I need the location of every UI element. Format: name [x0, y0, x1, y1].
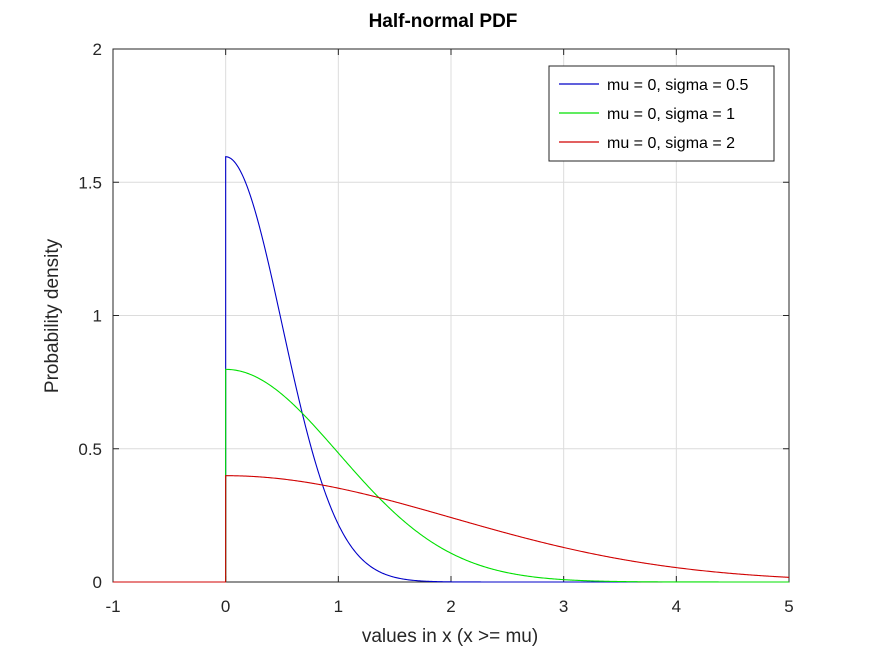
series-lines — [113, 156, 790, 583]
series-line-1 — [113, 156, 637, 583]
y-tick-label: 0.5 — [78, 440, 102, 459]
x-tick-label: -1 — [105, 597, 120, 616]
legend-entry-2: mu = 0, sigma = 1 — [607, 106, 735, 123]
series-line-2 — [113, 368, 789, 583]
y-tick-label: 0 — [93, 573, 102, 592]
y-tick-label: 1 — [93, 307, 102, 326]
x-tick-label: 2 — [446, 597, 455, 616]
y-tick-label: 2 — [93, 40, 102, 59]
chart-title: Half-normal PDF — [369, 11, 518, 32]
x-tick-label: 0 — [221, 597, 230, 616]
ticks: -1 0 1 2 3 4 500.511.52 — [78, 40, 793, 616]
x-tick-label: 3 — [559, 597, 568, 616]
x-tick-label: 1 — [334, 597, 343, 616]
legend: mu = 0, sigma = 0.5 mu = 0, sigma = 1 mu =… — [548, 65, 775, 162]
x-axis-label: values in x (x >= mu) — [362, 626, 538, 647]
y-tick-label: 1.5 — [78, 173, 102, 192]
x-tick-label: 5 — [784, 597, 793, 616]
legend-entry-3: mu = 0, sigma = 2 — [607, 135, 735, 152]
x-tick-label: 4 — [672, 597, 681, 616]
legend-entry-1: mu = 0, sigma = 0.5 — [607, 77, 749, 94]
series-line-3 — [113, 475, 790, 583]
y-axis-label: Probability density — [42, 238, 63, 393]
